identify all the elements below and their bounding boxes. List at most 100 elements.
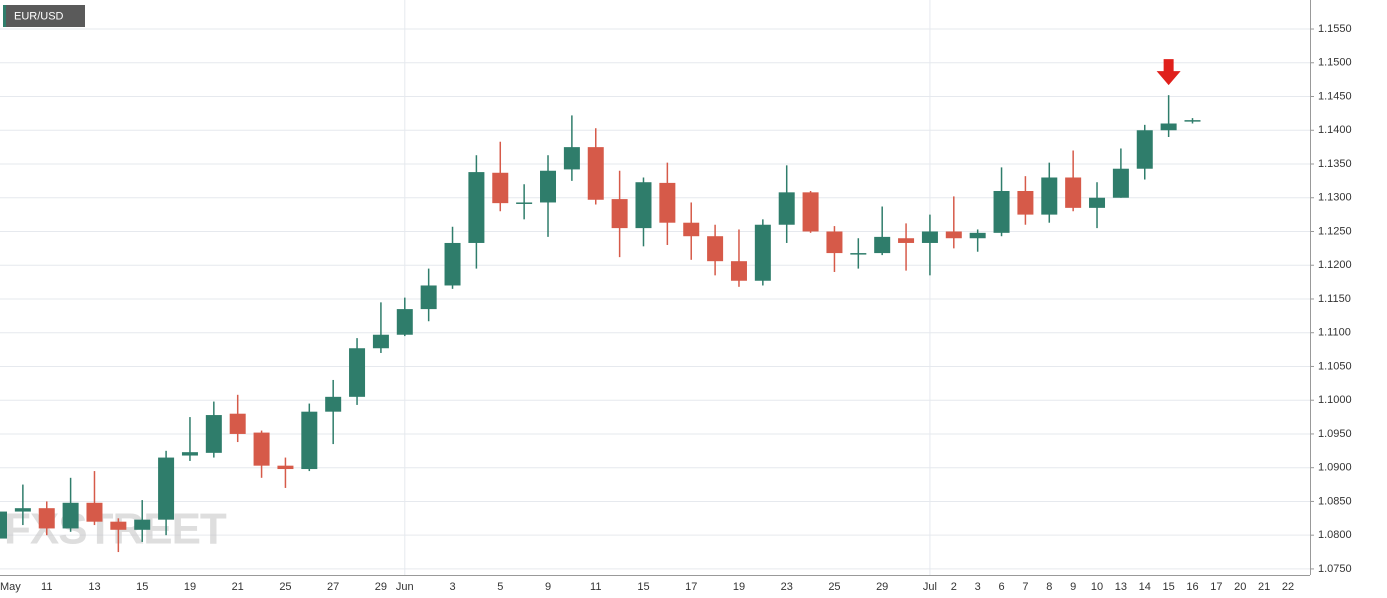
y-tick-label: 1.1500 (1318, 57, 1352, 69)
x-tick-label: 23 (781, 581, 793, 593)
x-tick-label: 17 (685, 581, 697, 593)
y-tick-label: 1.1300 (1318, 192, 1352, 204)
x-tick-label: 15 (637, 581, 649, 593)
x-tick-label: 3 (449, 581, 455, 593)
x-tick-label: 8 (1046, 581, 1052, 593)
candle-body (1112, 168, 1129, 198)
candle-body (444, 242, 461, 286)
y-tick-label: 1.0850 (1318, 495, 1352, 507)
candle-body (921, 231, 938, 243)
candle-body (969, 232, 986, 239)
x-tick-label: 2 (951, 581, 957, 593)
x-tick-label: Jul (923, 581, 937, 593)
candle-body (420, 285, 437, 310)
x-tick-label: 14 (1139, 581, 1151, 593)
marker-arrow (1156, 59, 1181, 86)
candle-body (945, 231, 962, 239)
y-tick-label: 1.1350 (1318, 158, 1352, 170)
candle-body (468, 172, 485, 243)
x-tick-label: 11 (41, 581, 52, 593)
x-tick-label: 21 (232, 581, 244, 593)
candle-body (253, 432, 270, 466)
plot-area (0, 0, 1310, 575)
candle-body (1017, 190, 1034, 215)
candle-body (396, 309, 413, 335)
candle-body (802, 192, 819, 232)
candle-body (229, 413, 246, 434)
y-tick-label: 1.1000 (1318, 394, 1352, 406)
x-tick-label: 3 (975, 581, 981, 593)
candle-body (563, 147, 580, 170)
candle-body (1089, 197, 1106, 208)
candle-body (86, 502, 103, 522)
candle-body (730, 261, 747, 281)
x-tick-label: 15 (1163, 581, 1175, 593)
candle-body (683, 222, 700, 237)
x-tick-label: 17 (1210, 581, 1222, 593)
x-tick-label: 9 (1070, 581, 1076, 593)
x-tick-label: 10 (1091, 581, 1103, 593)
candle-body (181, 452, 198, 456)
candle-body (1041, 177, 1058, 215)
x-tick-label: 16 (1186, 581, 1198, 593)
x-tick-label: 13 (88, 581, 100, 593)
candle-body (540, 170, 557, 203)
x-tick-label: 19 (184, 581, 196, 593)
x-tick-label: 9 (545, 581, 551, 593)
y-tick-label: 1.1100 (1318, 327, 1351, 339)
x-tick-label: 29 (876, 581, 888, 593)
candle-body (1184, 120, 1201, 122)
y-tick-label: 1.1400 (1318, 124, 1352, 136)
chart-title: EUR/USD (14, 10, 64, 22)
candle-body (158, 457, 175, 520)
title-box (3, 5, 85, 27)
candle-body (372, 334, 389, 349)
candle-body (349, 348, 366, 397)
x-tick-label: 29 (375, 581, 387, 593)
candle-body (492, 172, 509, 204)
x-tick-label: 5 (497, 581, 503, 593)
candle-body (0, 511, 7, 539)
candle-body (874, 236, 891, 254)
y-tick-label: 1.0950 (1318, 428, 1352, 440)
x-tick-label: May (0, 581, 21, 593)
candle-body (62, 502, 79, 529)
candle-body (993, 190, 1010, 233)
candle-body (205, 415, 222, 453)
candle-body (611, 199, 628, 229)
x-tick-label: 21 (1258, 581, 1270, 593)
x-tick-label: 7 (1022, 581, 1028, 593)
y-tick-label: 1.0800 (1318, 529, 1352, 541)
candle-body (1065, 177, 1082, 208)
candle-body (659, 182, 676, 223)
x-tick-label: 13 (1115, 581, 1127, 593)
candle-body (754, 224, 771, 281)
candle-body (277, 465, 294, 470)
y-tick-label: 1.1200 (1318, 259, 1352, 271)
x-tick-label: 15 (136, 581, 148, 593)
title-accent (3, 5, 6, 27)
x-tick-label: 22 (1282, 581, 1294, 593)
x-tick-label: 6 (998, 581, 1004, 593)
y-tick-label: 1.0900 (1318, 462, 1352, 474)
candle-body (587, 147, 604, 200)
candle-body (134, 519, 151, 530)
y-tick-label: 1.1250 (1318, 225, 1352, 237)
candle-body (14, 508, 31, 512)
candle-body (898, 238, 915, 243)
y-tick-label: 1.1150 (1318, 293, 1351, 305)
candle-body (301, 411, 318, 470)
x-tick-label: 27 (327, 581, 339, 593)
x-tick-label: 25 (279, 581, 291, 593)
candle-body (110, 521, 127, 530)
x-tick-label: Jun (396, 581, 414, 593)
candle-body (1160, 123, 1177, 131)
y-tick-label: 1.1550 (1318, 23, 1352, 35)
candle-body (38, 508, 55, 529)
y-tick-label: 1.1450 (1318, 90, 1352, 102)
candle-body (1136, 130, 1153, 169)
candle-body (850, 253, 867, 255)
candle-body (635, 182, 652, 229)
x-tick-label: 20 (1234, 581, 1246, 593)
